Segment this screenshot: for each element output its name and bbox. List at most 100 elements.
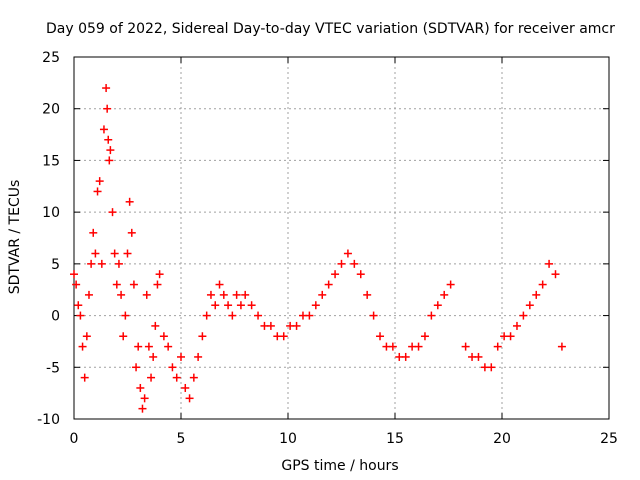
data-point [78,342,87,351]
data-point [337,259,346,268]
data-point [305,311,314,320]
data-point [153,280,162,289]
data-point [388,342,397,351]
data-point [104,135,113,144]
x-tick-label: 10 [279,431,297,447]
data-point [121,311,130,320]
data-point [129,280,138,289]
data-point [119,332,128,341]
data-point [95,177,104,186]
data-point [198,332,207,341]
data-point [440,290,449,299]
data-point [232,290,241,299]
data-point [102,84,111,93]
x-tick-label: 5 [177,431,186,447]
data-point [219,290,228,299]
data-point [215,280,224,289]
data-point [279,332,288,341]
y-tick-label: 25 [42,50,60,66]
data-point [414,342,423,351]
y-tick-label: 0 [51,309,60,325]
data-point [474,352,483,361]
data-point [134,342,143,351]
data-point [211,301,220,310]
y-tick-label: 10 [42,205,60,221]
data-point [89,228,98,237]
data-point [461,342,470,351]
data-point [159,332,168,341]
data-point [356,270,365,279]
data-point [93,187,102,196]
data-point [512,321,521,330]
data-point [84,290,93,299]
data-point [149,352,158,361]
data-point [254,311,263,320]
y-tick-label: -10 [37,412,60,428]
data-point [446,280,455,289]
data-point [350,259,359,268]
data-point [164,342,173,351]
data-point [493,342,502,351]
data-point [202,311,211,320]
axis-tick-labels: 0 5 10 15 20 25 -10 -5 0 5 10 15 20 25 [37,50,618,447]
data-point [140,394,149,403]
data-point [80,373,89,382]
data-point [82,332,91,341]
data-point [194,352,203,361]
y-tick-label: 5 [51,257,60,273]
data-point [97,259,106,268]
data-point [224,301,233,310]
data-point [487,363,496,372]
data-point [105,156,114,165]
data-point [311,301,320,310]
data-point [110,249,119,258]
axis-ticks [73,56,610,420]
data-point [72,280,81,289]
data-point [74,301,83,310]
data-point [70,270,78,279]
data-point [76,311,85,320]
data-point [331,270,340,279]
data-point [106,146,115,155]
data-point [155,270,164,279]
data-point [123,249,132,258]
data-point [125,197,134,206]
data-point [532,290,541,299]
data-point [236,301,245,310]
data-point [369,311,378,320]
x-tick-label: 15 [386,431,404,447]
data-point [538,280,547,289]
x-tick-label: 25 [600,431,618,447]
data-point [376,332,385,341]
data-point [551,270,560,279]
data-point [99,125,108,134]
data-point [87,259,96,268]
data-point [181,383,190,392]
data-point [427,311,436,320]
data-point [324,280,333,289]
data-point [525,301,534,310]
data-point [138,404,147,413]
data-point [117,290,126,299]
data-point [241,290,250,299]
x-tick-label: 0 [70,431,79,447]
plot-area [73,56,610,420]
data-point [420,332,429,341]
data-point [363,290,372,299]
data-point [114,259,123,268]
data-point [189,373,198,382]
data-point [127,228,136,237]
data-point [142,290,151,299]
data-point [433,301,442,310]
data-points [70,84,566,413]
data-point [172,373,181,382]
data-point [247,301,256,310]
data-point [132,363,141,372]
x-axis-label: GPS time / hours [281,458,398,474]
data-point [177,352,185,361]
y-axis-label: SDTVAR / TECUs [7,180,23,295]
data-point [103,104,112,113]
data-point [318,290,327,299]
data-point [91,249,100,258]
